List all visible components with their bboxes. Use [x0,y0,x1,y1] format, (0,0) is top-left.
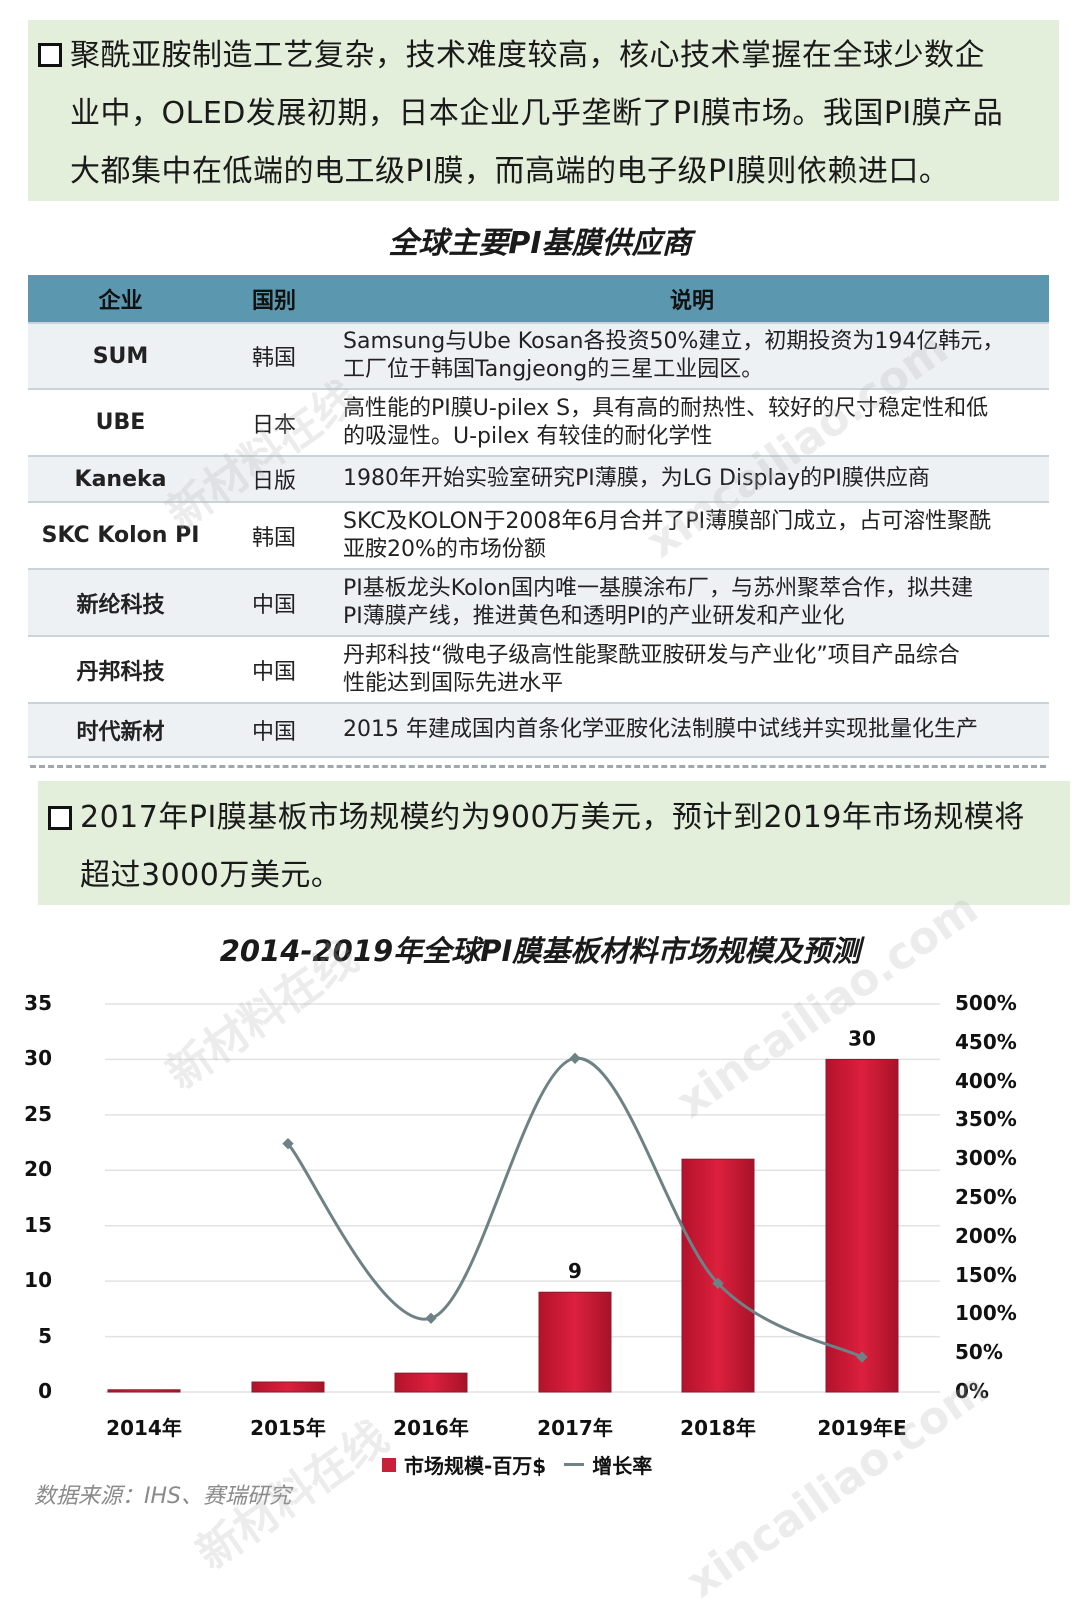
y-left-tick: 5 [38,1323,52,1348]
country-cell: 日本 [213,389,335,457]
table-title: 全球主要PI基膜供应商 [388,226,692,261]
y-left-tick: 35 [24,991,52,1015]
table-row: Kaneka 日版 1980年开始实验室研究PI薄膜，为LG Display的P… [28,456,1049,503]
chart-title: 2014-2019年全球PI膜基板材料市场规模及预测 [219,934,861,968]
country-cell: 韩国 [213,502,335,570]
bullet-square-icon [38,43,62,67]
table-row: 新纶科技 中国 PI基板龙头Kolon国内唯一基膜涂布厂，与苏州聚萃合作，拟共建… [28,569,1049,637]
market-size-bar [251,1381,325,1393]
market-size-bar [538,1291,612,1393]
x-tick-label: 2014年 [106,1416,182,1440]
description-cell: 丹邦科技“微电子级高性能聚酰亚胺研发与产业化”项目产品综合 性能达到国际先进水平 [335,636,1049,704]
market-size-bar [107,1389,181,1393]
x-tick-label: 2017年 [537,1416,613,1440]
market-chart: 9 30 [105,1003,940,1393]
y-right-tick: 300% [955,1146,1017,1171]
supplier-table: 企业 国别 说明 SUM 韩国 Samsung与Ube Kosan各投资50%建… [28,275,1049,758]
x-tick-label: 2018年 [680,1416,756,1440]
country-cell: 日版 [213,456,335,503]
y-right-tick: 200% [955,1223,1017,1248]
country-cell: 韩国 [213,323,335,390]
y-right-tick: 500% [955,991,1017,1015]
company-cell: UBE [28,389,213,457]
country-cell: 中国 [213,636,335,704]
intro-box [28,20,1059,201]
description-cell: 2015 年建成国内首条化学亚胺化法制膜中试线并实现批量化生产 [335,703,1049,758]
description-cell: Samsung与Ube Kosan各投资50%建立，初期投资为194亿韩元， 工厂… [335,323,1049,390]
growth-rate-marker [856,1351,868,1363]
y-right-tick: 250% [955,1185,1017,1209]
header-country: 国别 [213,275,335,324]
company-cell: SKC Kolon PI [28,502,213,570]
intro-line: 大都集中在低端的电工级PI膜，而高端的电子级PI膜则依赖进口。 [70,154,950,189]
y-left-tick: 15 [24,1212,52,1237]
x-tick-label: 2015年 [250,1416,326,1440]
legend-growth-rate: 增长率 [592,1454,653,1478]
summary-line: 超过3000万美元。 [80,858,342,893]
growth-rate-marker [712,1277,724,1290]
growth-rate-marker [282,1138,294,1150]
market-size-bar [825,1058,899,1393]
table-row: SKC Kolon PI 韩国 SKC及KOLON于2008年6月合并了PI薄膜… [28,502,1049,570]
description-cell: SKC及KOLON于2008年6月合并了PI薄膜部门成立，占可溶性聚酰 亚胺20%… [335,502,1049,570]
summary-box [38,781,1070,905]
growth-rate-marker [569,1052,581,1064]
summary-line: 2017年PI膜基板市场规模约为900万美元，预计到2019年市场规模将 [80,800,1025,835]
company-cell: 时代新材 [28,703,213,758]
company-cell: Kaneka [28,456,213,503]
y-left-tick: 25 [24,1101,52,1126]
company-cell: SUM [28,323,213,390]
table-row: SUM 韩国 Samsung与Ube Kosan各投资50%建立，初期投资为19… [28,323,1049,390]
table-row: UBE 日本 高性能的PI膜U-pilex S，具有高的耐热性、较好的尺寸稳定性… [28,389,1049,457]
market-size-bar [681,1158,755,1393]
y-right-tick: 0% [955,1379,989,1403]
chart-legend: 市场规模-百万$ 增长率 [382,1450,652,1479]
market-size-bar [394,1372,468,1393]
growth-rate-marker [425,1312,437,1324]
country-cell: 中国 [213,569,335,637]
description-cell: PI基板龙头Kolon国内唯一基膜涂布厂，与苏州聚萃合作，拟共建 PI薄膜产线，推… [335,569,1049,637]
y-left-tick: 20 [24,1157,52,1182]
header-description: 说明 [335,275,1049,324]
y-right-tick: 400% [955,1068,1017,1093]
description-cell: 1980年开始实验室研究PI薄膜，为LG Display的PI膜供应商 [335,456,1049,503]
table-row: 丹邦科技 中国 丹邦科技“微电子级高性能聚酰亚胺研发与产业化”项目产品综合 性能达… [28,636,1049,704]
legend-market-size: 市场规模-百万$ [404,1454,547,1478]
intro-line: 聚酰亚胺制造工艺复杂，技术难度较高，核心技术掌握在全球少数企 [70,38,985,73]
table-row: 时代新材 中国 2015 年建成国内首条化学亚胺化法制膜中试线并实现批量化生产 [28,703,1049,758]
svg-text:9: 9 [568,1259,582,1283]
x-tick-label: 2019年E [817,1416,907,1440]
y-right-tick: 350% [955,1107,1017,1132]
company-cell: 新纶科技 [28,569,213,637]
header-company: 企业 [28,275,213,324]
svg-text:30: 30 [848,1026,876,1050]
section-divider [30,765,1046,768]
bullet-square-icon [48,806,72,830]
y-right-tick: 50% [955,1340,1003,1365]
company-cell: 丹邦科技 [28,636,213,704]
intro-line: 业中，OLED发展初期，日本企业几乎垄断了PI膜市场。我国PI膜产品 [70,96,1004,131]
data-source: 数据来源：IHS、赛瑞研究 [34,1484,291,1509]
legend-bar-swatch-icon [382,1457,396,1472]
y-left-tick: 10 [24,1268,52,1293]
y-left-tick: 30 [24,1046,52,1071]
country-cell: 中国 [213,703,335,758]
y-left-tick: 0 [38,1379,52,1403]
x-tick-label: 2016年 [393,1416,469,1440]
y-right-tick: 100% [955,1301,1017,1326]
description-cell: 高性能的PI膜U-pilex S，具有高的耐热性、较好的尺寸稳定性和低 的吸湿性。… [335,389,1049,457]
y-right-tick: 450% [955,1029,1017,1054]
legend-line-marker-icon [564,1463,585,1466]
y-right-tick: 150% [955,1262,1017,1287]
